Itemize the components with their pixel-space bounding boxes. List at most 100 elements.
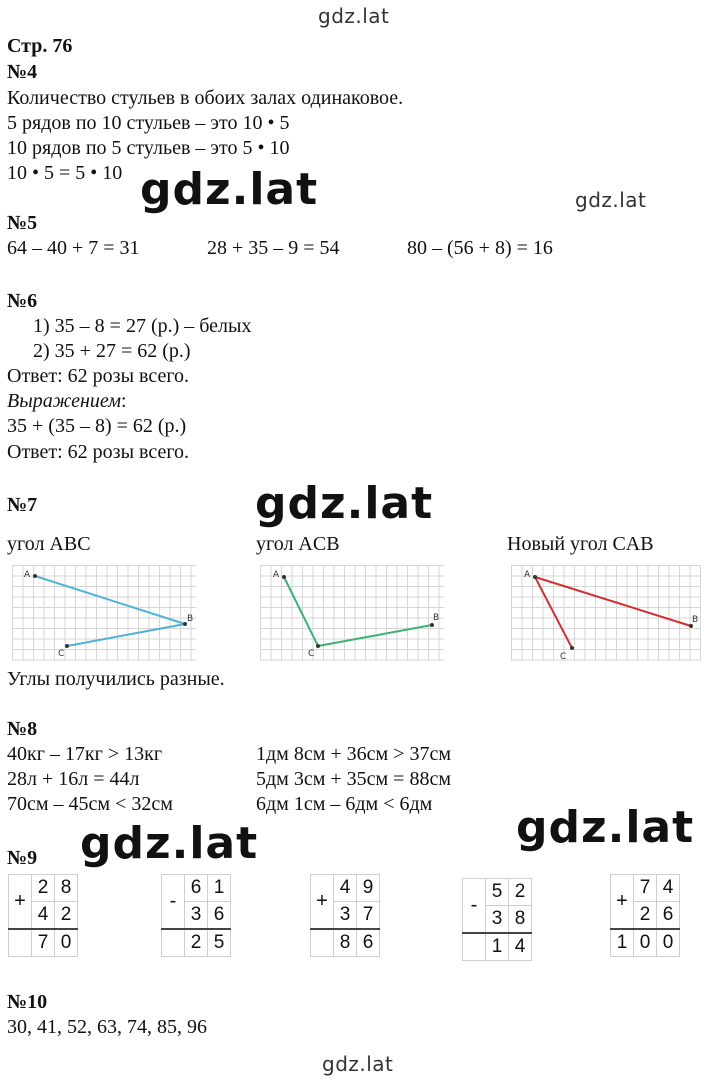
ray-bc bbox=[66, 623, 186, 647]
label-b: B bbox=[187, 614, 193, 624]
digit: 6 bbox=[184, 874, 208, 902]
watermark-bottom: gdz.lat bbox=[322, 1052, 394, 1076]
digit: 2 bbox=[508, 878, 532, 906]
grid-lines bbox=[260, 565, 444, 661]
task-10-sequence: 30, 41, 52, 63, 74, 85, 96 bbox=[7, 1016, 207, 1038]
grid-lines bbox=[12, 565, 196, 661]
digit: 5 bbox=[207, 928, 231, 957]
digit: 2 bbox=[184, 928, 208, 957]
point-b bbox=[689, 624, 693, 628]
digit: 3 bbox=[333, 901, 357, 930]
task-8-right: 5дм 3см + 35см = 88см bbox=[256, 768, 451, 790]
task-5-expr: 64 – 40 + 7 = 31 bbox=[7, 237, 140, 259]
task-8-left: 70см – 45см < 32см bbox=[7, 793, 173, 815]
digit: 8 bbox=[333, 928, 357, 957]
page-heading: Стр. 76 bbox=[7, 35, 73, 57]
digit: 3 bbox=[184, 901, 208, 930]
point-a bbox=[533, 575, 537, 579]
digit: 6 bbox=[207, 901, 231, 930]
task-6-title: №6 bbox=[7, 290, 38, 312]
task-8-left: 28л + 16л = 44л bbox=[7, 768, 140, 790]
watermark-large-4: gdz.lat bbox=[80, 818, 259, 869]
label-c: C bbox=[58, 649, 64, 659]
digit: 9 bbox=[356, 874, 380, 902]
point-b bbox=[430, 623, 434, 627]
angle-acb-diagram: A C B bbox=[260, 565, 444, 661]
point-a bbox=[282, 575, 286, 579]
task-5-title: №5 bbox=[7, 212, 38, 234]
digit bbox=[462, 932, 486, 961]
task-4-title: №4 bbox=[7, 61, 38, 83]
digit: 0 bbox=[656, 928, 680, 957]
digit bbox=[161, 928, 185, 957]
digit: 2 bbox=[31, 874, 55, 902]
angle-label: угол ACB bbox=[256, 533, 340, 555]
op-sign: + bbox=[310, 874, 334, 930]
op-sign: + bbox=[8, 874, 32, 930]
task-6-step: 2) 35 + 27 = 62 (р.) bbox=[33, 340, 191, 362]
ray-ab bbox=[34, 575, 186, 625]
expression-label-text: Выражением bbox=[7, 390, 122, 412]
task-8-right: 6дм 1см – 6дм < 6дм bbox=[256, 793, 433, 815]
task-8-left: 40кг – 17кг > 13кг bbox=[7, 743, 163, 765]
op-sign: - bbox=[462, 878, 486, 934]
digit: 8 bbox=[54, 874, 78, 902]
label-c: C bbox=[308, 649, 314, 659]
task-8-right: 1дм 8см + 36см > 37см bbox=[256, 743, 451, 765]
ray-ca bbox=[283, 576, 319, 647]
task-6-expression: 35 + (35 – 8) = 62 (р.) bbox=[7, 415, 187, 437]
op-sign: - bbox=[161, 874, 185, 930]
digit: 6 bbox=[356, 928, 380, 957]
digit: 8 bbox=[508, 905, 532, 934]
task-5-expr: 80 – (56 + 8) = 16 bbox=[407, 237, 553, 259]
digit: 4 bbox=[333, 874, 357, 902]
angle-label: Новый угол CAB bbox=[507, 533, 654, 555]
task-7-conclusion: Углы получились разные. bbox=[7, 668, 225, 690]
point-c bbox=[65, 644, 69, 648]
label-c: C bbox=[560, 652, 566, 661]
task-4-line: Количество стульев в обоих залах одинако… bbox=[7, 87, 404, 109]
label-a: A bbox=[24, 570, 31, 580]
digit: 6 bbox=[656, 901, 680, 930]
task-5-expr: 28 + 35 – 9 = 54 bbox=[207, 237, 340, 259]
digit: 7 bbox=[633, 874, 657, 902]
watermark-large-3: gdz.lat bbox=[516, 802, 695, 853]
digit: 3 bbox=[485, 905, 509, 934]
digit: 2 bbox=[633, 901, 657, 930]
label-a: A bbox=[524, 570, 531, 580]
digit: 1 bbox=[485, 932, 509, 961]
digit: 1 bbox=[610, 928, 634, 957]
task-6-expression-label: Выражением: bbox=[7, 389, 127, 413]
digit bbox=[310, 928, 334, 957]
point-b bbox=[183, 622, 187, 626]
op-sign: + bbox=[610, 874, 634, 930]
watermark-large-2: gdz.lat bbox=[255, 478, 434, 529]
ray-ac bbox=[534, 576, 573, 649]
angle-abc-diagram: A B C bbox=[12, 565, 196, 661]
digit: 0 bbox=[54, 928, 78, 957]
digit: 7 bbox=[356, 901, 380, 930]
digit: 0 bbox=[633, 928, 657, 957]
task-6-step: 1) 35 – 8 = 27 (р.) – белых bbox=[33, 315, 252, 337]
task-6-answer: Ответ: 62 розы всего. bbox=[7, 365, 190, 387]
task-7-title: №7 bbox=[7, 494, 38, 516]
digit: 1 bbox=[207, 874, 231, 902]
label-a: A bbox=[273, 570, 280, 580]
watermark-top: gdz.lat bbox=[318, 4, 390, 28]
watermark-large-1: gdz.lat bbox=[140, 164, 319, 215]
ray-ab bbox=[534, 576, 692, 627]
digit: 4 bbox=[31, 901, 55, 930]
point-c bbox=[570, 646, 574, 650]
ray-cb bbox=[317, 624, 433, 647]
label-b: B bbox=[433, 613, 439, 623]
task-8-title: №8 bbox=[7, 718, 38, 740]
digit: 4 bbox=[508, 932, 532, 961]
digit: 5 bbox=[485, 878, 509, 906]
label-b: B bbox=[692, 615, 698, 625]
task-4-line: 10 рядов по 5 стульев – это 5 • 10 bbox=[7, 137, 290, 159]
digit: 2 bbox=[54, 901, 78, 930]
